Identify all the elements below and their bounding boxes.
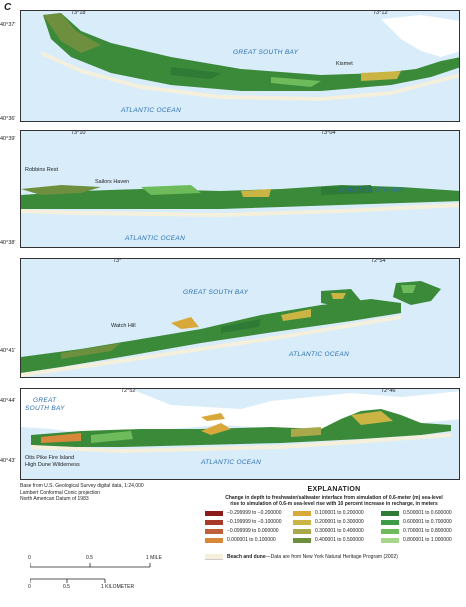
map-credit: Base from U.S. Geological Survey digital… (20, 483, 144, 503)
legend-item: 0.700001 to 0.800000 (381, 528, 452, 534)
longitude-label: 72°46' (381, 388, 397, 394)
longitude-label: 73° (113, 258, 122, 264)
legend-item-label: −0.299999 to −0.200000 (227, 510, 282, 516)
place-label: High Dune Wilderness (25, 462, 80, 468)
legend-item-label: 0.000001 to 0.100000 (227, 537, 276, 543)
legend-item-label: 0.300001 to 0.400000 (315, 528, 364, 534)
map-panel-3: 73° 72°54' GREAT SOUTH BAY ATLANTIC OCEA… (20, 258, 460, 378)
place-label: Robbins Rest (25, 167, 59, 173)
legend-swatch (293, 519, 311, 525)
legend-grid: −0.299999 to −0.200000 −0.199999 to −0.10… (205, 510, 463, 550)
legend-subtitle: Change in depth to freshwater/saltwater … (205, 495, 463, 507)
legend-item-label: 0.100001 to 0.200000 (315, 510, 364, 516)
legend-swatch (381, 519, 399, 525)
ocean-label: ATLANTIC OCEAN (201, 459, 262, 466)
legend-swatch (381, 537, 399, 543)
latitude-label: 40°43' (0, 458, 16, 464)
legend-item-label: −0.199999 to −0.100000 (227, 519, 282, 525)
scale-tick: 1 MILE (146, 555, 162, 561)
legend-item: 0.400001 to 0.500000 (293, 537, 364, 543)
legend-title: EXPLANATION (307, 486, 361, 493)
legend-swatch (381, 510, 399, 516)
legend-item: −0.199999 to −0.100000 (205, 519, 282, 525)
legend-beach-label: Beach and dune (227, 554, 266, 560)
longitude-label: 72°52' (121, 388, 137, 394)
map-panel-1: 73°18' 73°12' GREAT SOUTH BAY ATLANTIC O… (20, 10, 460, 122)
legend-item-label: 0.700001 to 0.800000 (403, 528, 452, 534)
legend-item: −0.299999 to −0.200000 (205, 510, 282, 516)
scale-tick: 0 (28, 555, 31, 561)
map-panel-2: 73°10' 73°04' GREAT SOUTH BAY ATLANTIC O… (20, 130, 460, 248)
scale-tick: 1 KILOMETER (101, 584, 135, 590)
legend-beach: Beach and dune —Data are from New York N… (205, 554, 463, 560)
map-panel-4: 72°52' 72°46' GREAT SOUTH BAY ATLANTIC O… (20, 388, 460, 480)
longitude-label: 72°54' (371, 258, 387, 264)
legend-subtitle-line: Change in depth to freshwater/saltwater … (225, 495, 443, 501)
legend-item-label: 0.500001 to 0.600000 (403, 510, 452, 516)
longitude-label: 73°12' (373, 10, 389, 16)
place-label: Watch Hill (111, 323, 136, 329)
legend-item: 0.100001 to 0.200000 (293, 510, 364, 516)
credit-line: North American Datum of 1983 (20, 496, 89, 502)
legend-item: 0.800001 to 1.000000 (381, 537, 452, 543)
legend-swatch (205, 510, 223, 516)
legend-item: −0.099999 to 0.000000 (205, 528, 279, 534)
legend-subtitle-line: rise to simulation of 0.6-m sea-level ri… (230, 501, 438, 507)
place-label: Sailors Haven (95, 179, 130, 185)
place-label: Kismet (336, 61, 353, 67)
bay-label: GREAT SOUTH BAY (233, 49, 299, 56)
legend-swatch (205, 528, 223, 534)
legend-swatch (381, 528, 399, 534)
scale-tick: 0.5 (86, 555, 93, 561)
island-map-4 (21, 389, 459, 479)
bay-label: SOUTH BAY (25, 405, 65, 412)
bay-label: GREAT (33, 397, 57, 404)
legend-swatch (293, 510, 311, 516)
legend-item-label: −0.099999 to 0.000000 (227, 528, 279, 534)
credit-line: Lambert Conformal Conic projection (20, 489, 101, 496)
legend-swatch (205, 519, 223, 525)
scale-tick: 0.5 (63, 584, 70, 590)
ocean-label: ATLANTIC OCEAN (121, 107, 182, 114)
latitude-label: 40°44' (0, 398, 16, 404)
longitude-label: 73°10' (71, 130, 87, 136)
legend-swatch (293, 537, 311, 543)
longitude-label: 73°04' (321, 130, 337, 136)
legend-item: 0.200001 to 0.300000 (293, 519, 364, 525)
panel-letter: C (4, 2, 12, 13)
ocean-label: ATLANTIC OCEAN (289, 351, 350, 358)
latitude-label: 40°37' (0, 22, 16, 28)
credit-line: Base from U.S. Geological Survey digital… (20, 483, 144, 489)
legend-swatch (205, 537, 223, 543)
legend-item-label: 0.600001 to 0.700000 (403, 519, 452, 525)
bay-label: GREAT SOUTH BAY (183, 289, 249, 296)
legend-beach-source: —Data are from New York Natural Heritage… (265, 554, 398, 560)
legend-item: 0.300001 to 0.400000 (293, 528, 364, 534)
island-map-3 (21, 259, 459, 377)
scale-tick: 0 (28, 584, 31, 590)
legend-item: 0.500001 to 0.600000 (381, 510, 452, 516)
legend-swatch (293, 528, 311, 534)
island-map-1 (21, 11, 459, 121)
legend-item: 0.000001 to 0.100000 (205, 537, 276, 543)
island-map-2 (21, 131, 459, 247)
legend: EXPLANATION Change in depth to freshwate… (205, 486, 463, 560)
bay-label: GREAT SOUTH BAY (339, 187, 405, 194)
latitude-label: 40°41' (0, 348, 16, 354)
latitude-label: 40°39' (0, 136, 16, 142)
latitude-label: 40°36' (0, 116, 16, 122)
legend-item: 0.600001 to 0.700000 (381, 519, 452, 525)
longitude-label: 73°18' (71, 10, 87, 16)
place-label: Otis Pike Fire Island (25, 455, 75, 461)
ocean-label: ATLANTIC OCEAN (125, 235, 186, 242)
latitude-label: 40°38' (0, 240, 16, 246)
legend-item-label: 0.400001 to 0.500000 (315, 537, 364, 543)
scale-bar: 0 0.5 1 MILE 0 0.5 1 KILOMETER (28, 555, 180, 595)
legend-swatch (205, 554, 223, 560)
legend-item-label: 0.200001 to 0.300000 (315, 519, 364, 525)
legend-item-label: 0.800001 to 1.000000 (403, 537, 452, 543)
